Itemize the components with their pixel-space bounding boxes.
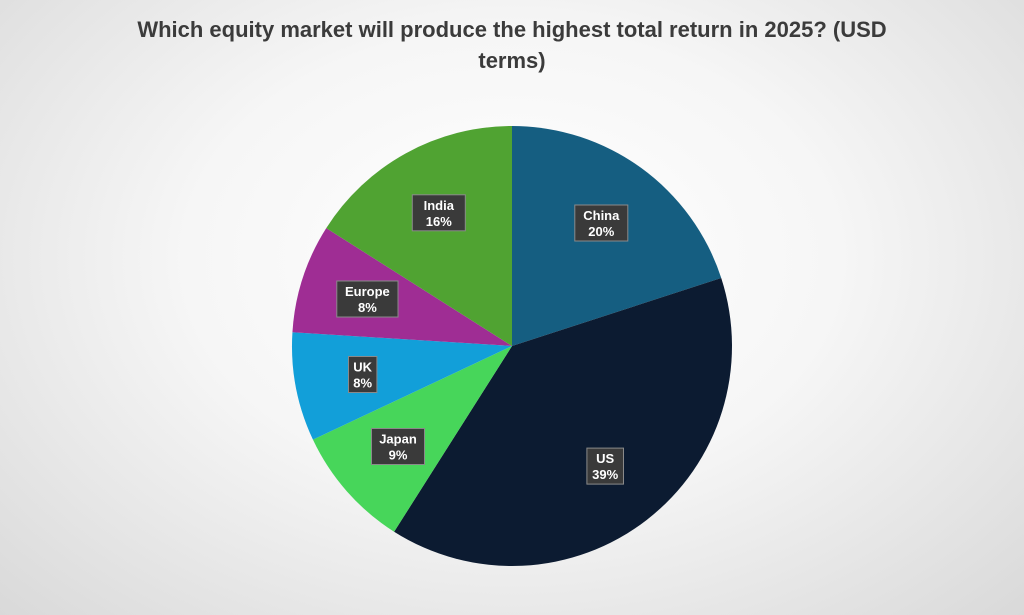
data-label-category: China (583, 208, 620, 223)
slice-uk (291, 332, 512, 440)
slice-us (394, 278, 732, 566)
data-label-percent: 16% (426, 214, 452, 229)
data-label-uk: UK8% (348, 356, 378, 393)
data-label-percent: 8% (358, 300, 377, 315)
data-label-box (574, 204, 629, 242)
data-label-box (371, 428, 425, 465)
data-label-box (411, 194, 466, 232)
data-label-category: India (424, 198, 455, 213)
data-label-category: UK (353, 360, 372, 375)
slice-india (326, 125, 512, 346)
data-label-percent: 8% (353, 376, 372, 391)
chart-title-line-2: terms) (478, 48, 546, 73)
slices-layer (291, 125, 732, 566)
data-label-box (348, 356, 378, 393)
data-label-category: Europe (345, 284, 390, 299)
chart-title-line-1: Which equity market will produce the hig… (137, 17, 887, 42)
data-label-category: Japan (379, 432, 417, 447)
data-label-box (586, 447, 625, 485)
data-label-box (336, 280, 399, 318)
data-label-percent: 20% (588, 224, 614, 239)
chart-title: Which equity market will produce the hig… (0, 14, 1024, 76)
data-label-category: US (596, 451, 614, 466)
data-label-percent: 39% (592, 467, 618, 482)
data-label-percent: 9% (389, 448, 408, 463)
